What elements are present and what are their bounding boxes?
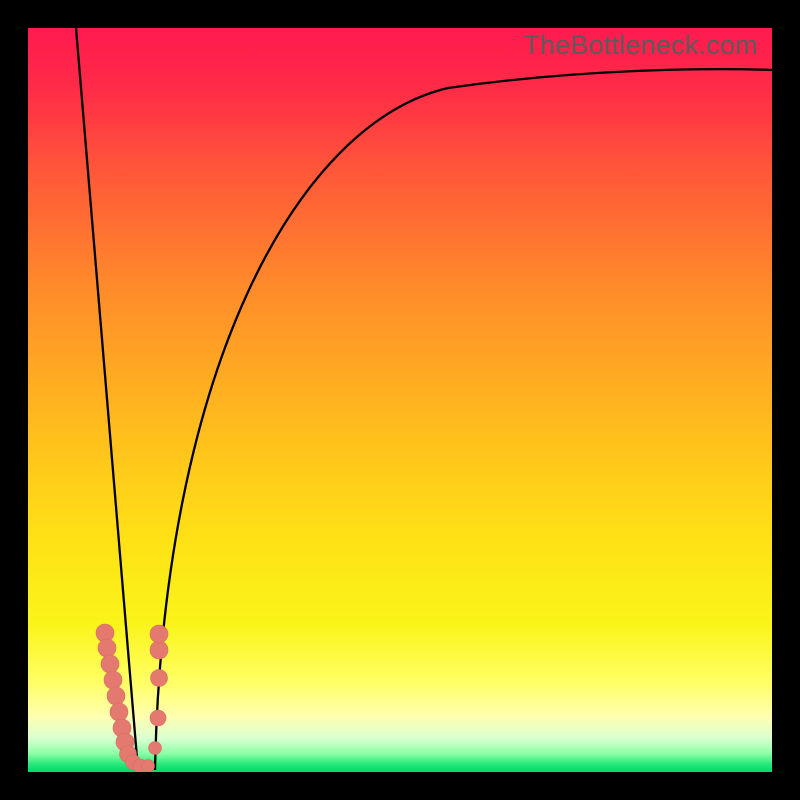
- scatter-dot: [149, 742, 162, 755]
- scatter-dot: [150, 625, 168, 643]
- scatter-dot: [104, 671, 122, 689]
- scatter-dot: [101, 655, 119, 673]
- scatter-dot: [110, 703, 128, 721]
- curves-layer: [28, 28, 772, 772]
- scatter-dot: [107, 687, 125, 705]
- plot-area: TheBottleneck.com: [28, 28, 772, 772]
- scatter-dot: [98, 639, 116, 657]
- scatter-dot: [151, 670, 168, 687]
- scatter-dot: [150, 641, 168, 659]
- right-asymptote-curve: [155, 69, 772, 770]
- chart-frame: TheBottleneck.com: [0, 0, 800, 800]
- scatter-dot: [142, 760, 155, 773]
- scatter-dot: [150, 710, 166, 726]
- watermark-text: TheBottleneck.com: [523, 30, 758, 61]
